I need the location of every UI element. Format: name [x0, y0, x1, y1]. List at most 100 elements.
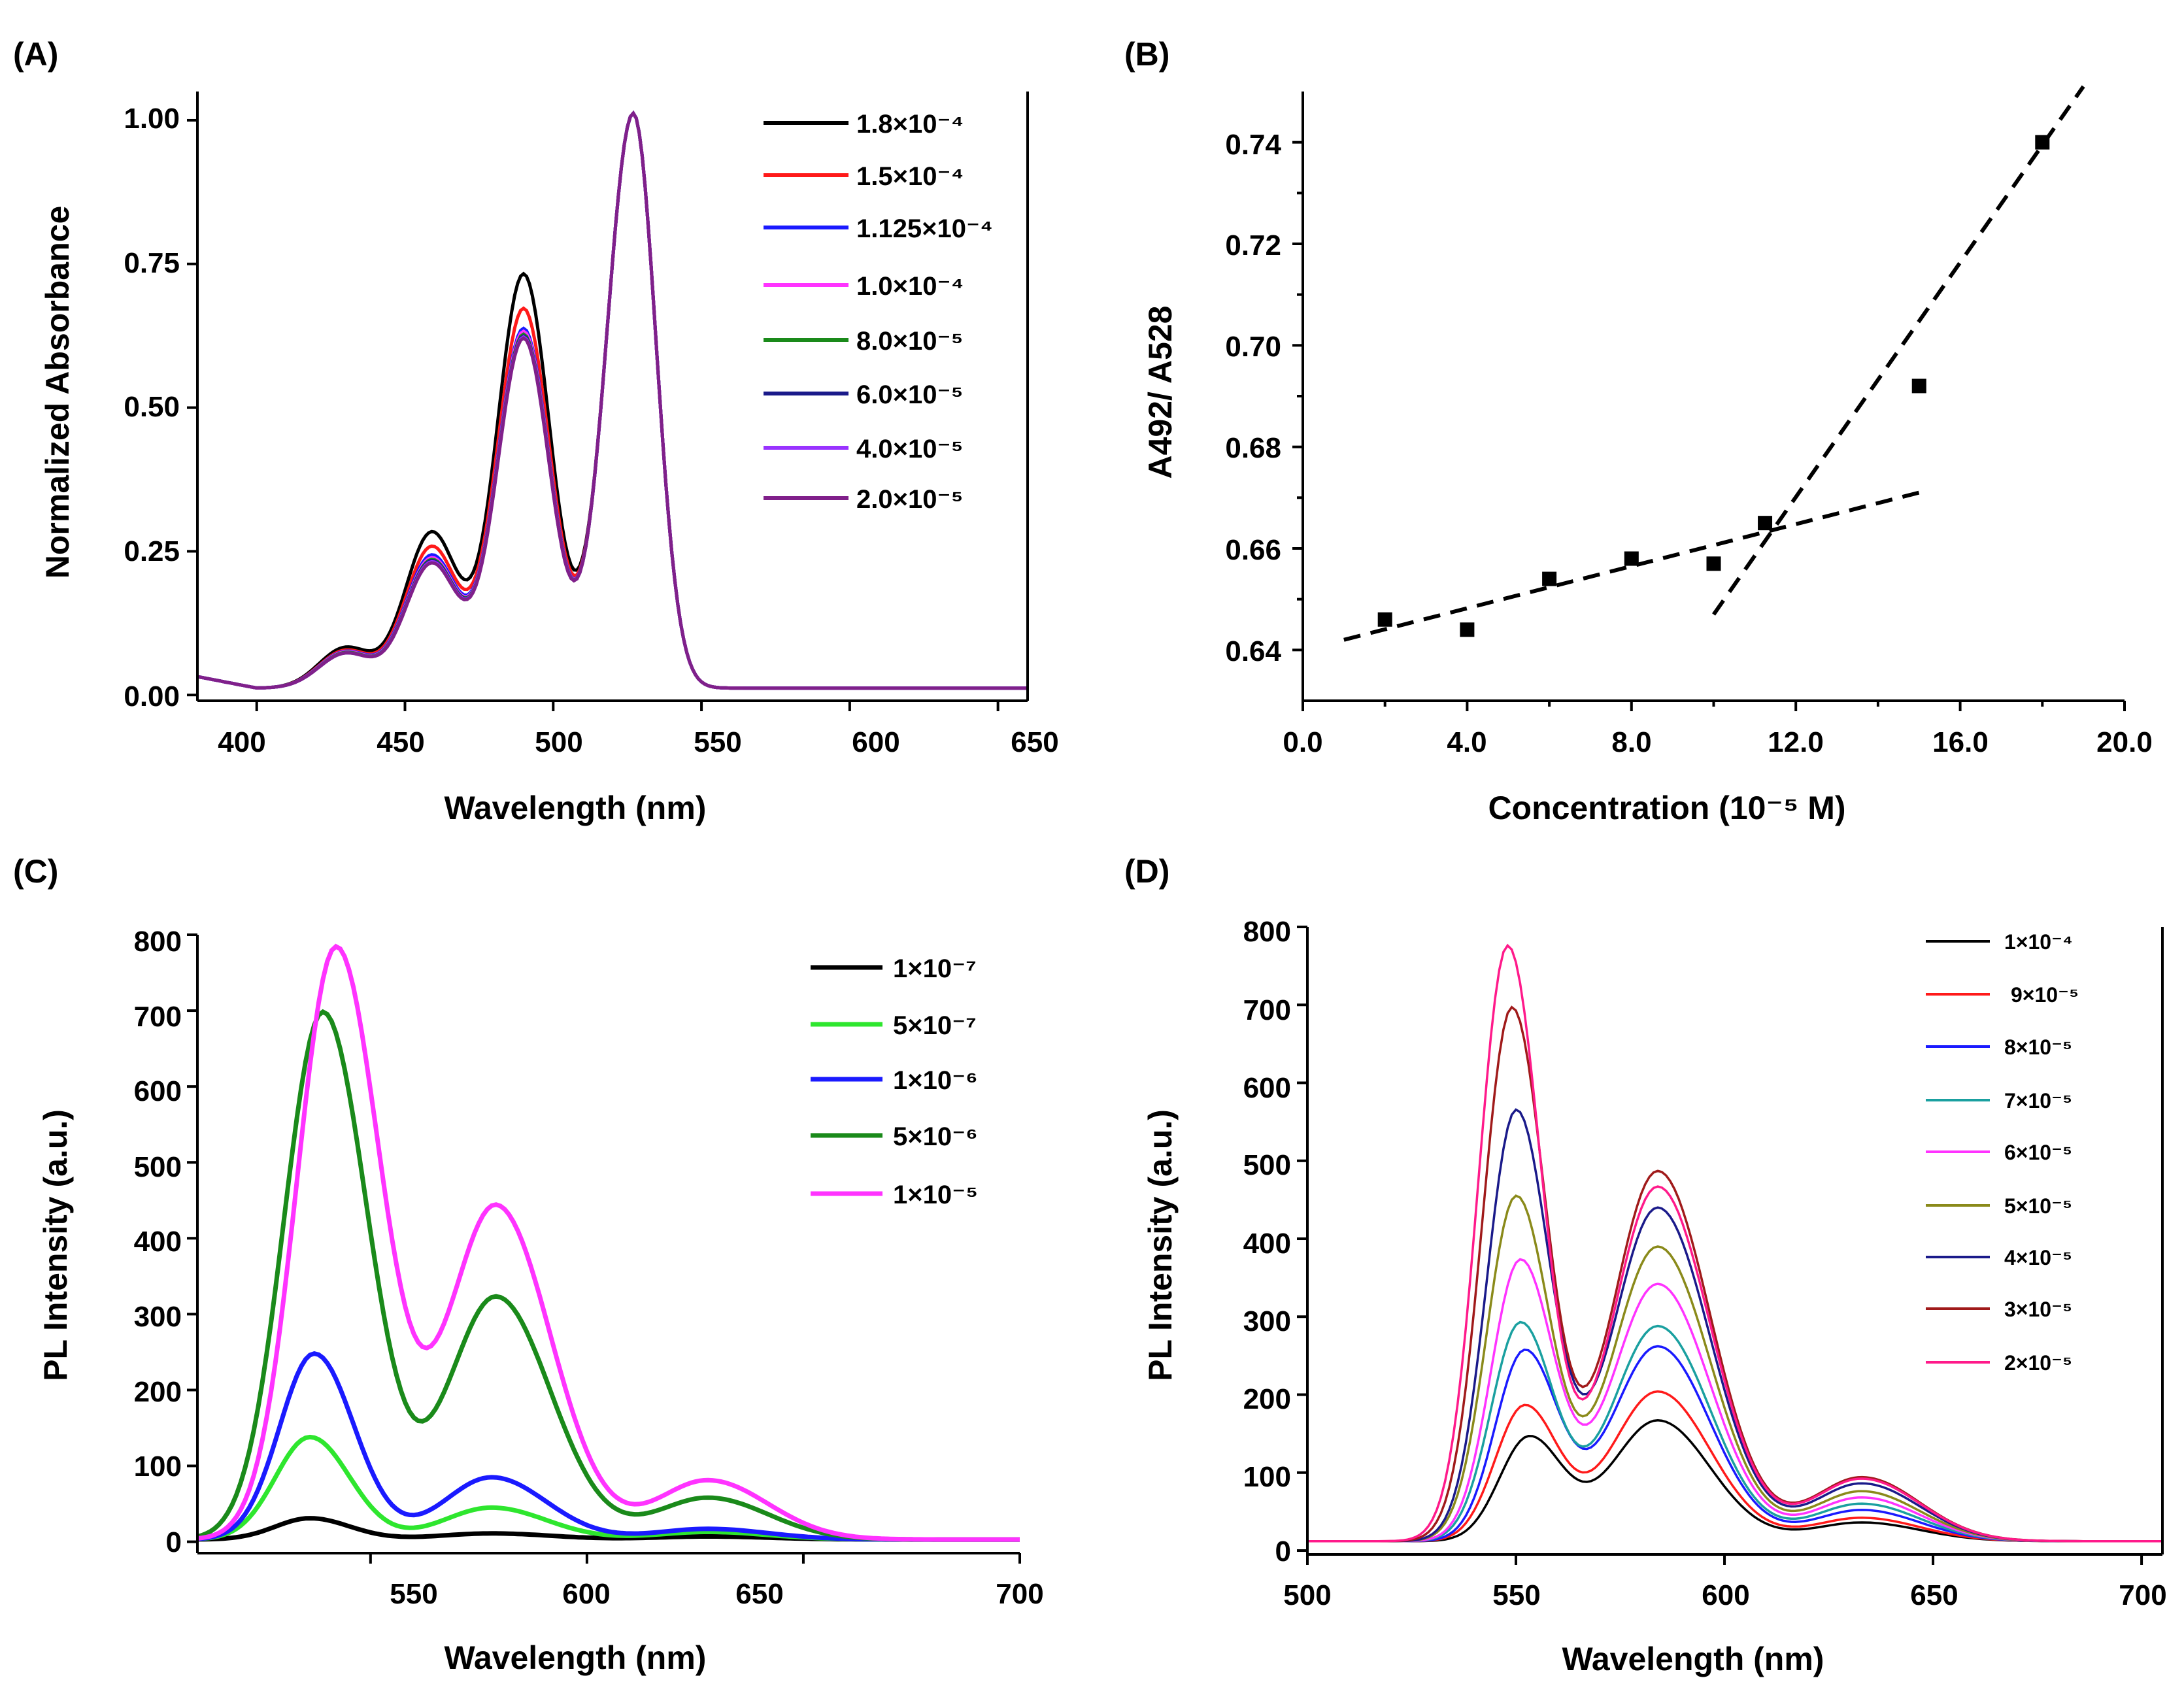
legend-label: 7×10⁻⁵ [2004, 1089, 2072, 1113]
panel-d-x-tick: 600 [1702, 1579, 1749, 1611]
panel-d-x-label: Wavelength (nm) [1562, 1641, 1824, 1677]
panel-d-x-tick: 550 [1492, 1579, 1540, 1611]
panel-b-y-tick: 0.68 [1225, 432, 1281, 464]
panel-b-y-label: A492/ A528 [1142, 306, 1179, 479]
legend-label: 4×10⁻⁵ [2004, 1246, 2072, 1269]
panel-a-y-tick: 0.75 [124, 247, 180, 279]
legend-label: 1×10⁻⁶ [893, 1066, 978, 1095]
panel-b-x-tick: 20.0 [2096, 726, 2153, 758]
panel-d-x-tick: 500 [1283, 1579, 1331, 1611]
fit-line-0 [1343, 490, 1920, 642]
legend-label: 5×10⁻⁶ [893, 1122, 978, 1151]
panel-a-x-tick: 600 [852, 726, 899, 758]
legend-label: 1×10⁻⁵ [893, 1181, 978, 1209]
panel-b-y-tick: 0.66 [1225, 534, 1281, 566]
data-point-6 [1911, 378, 1926, 394]
panel-c-x-tick: 650 [735, 1578, 783, 1610]
panel-c-y-label: PL Intensity (a.u.) [37, 1109, 74, 1381]
panel-c-y-tick: 100 [134, 1451, 182, 1483]
panel-d-y-tick: 500 [1243, 1149, 1291, 1181]
series-line-d8 [1307, 943, 2162, 1543]
panel-c-label: (C) [13, 853, 58, 890]
panel-b-x-tick: 0.0 [1283, 726, 1322, 758]
data-point-3 [1624, 551, 1639, 566]
panel-b-y-tick: 0.70 [1225, 331, 1281, 363]
data-point-4 [1706, 556, 1721, 571]
legend-label: 3×10⁻⁵ [2004, 1298, 2072, 1321]
series-line-d6 [1307, 1108, 2162, 1543]
panel-c-y-tick: 0 [166, 1526, 182, 1558]
series-line-a7 [197, 110, 1028, 690]
legend-label: 2×10⁻⁵ [2004, 1351, 2072, 1375]
panel-b-y-tick: 0.72 [1225, 229, 1281, 261]
panel-c: (C) 550 600 650 700 0 100 200 300 400 50… [13, 853, 1044, 1676]
legend-label: 4.0×10⁻⁵ [856, 435, 963, 463]
panel-c-y-tick: 300 [134, 1301, 182, 1333]
legend-label: 9×10⁻⁵ [2011, 983, 2079, 1007]
fit-line-1 [1712, 85, 2085, 616]
panel-b-x-tick: 4.0 [1447, 726, 1487, 758]
panel-a-y-tick: 1.00 [124, 103, 180, 135]
legend-label: 1.125×10⁻⁴ [856, 214, 993, 243]
panel-c-legend: 1×10⁻⁷ 5×10⁻⁷ 1×10⁻⁶ 5×10⁻⁶ 1×10⁻⁵ [811, 954, 978, 1209]
panel-b-y-tick: 0.74 [1225, 129, 1281, 161]
panel-a-x-tick: 550 [694, 726, 741, 758]
legend-label: 8.0×10⁻⁵ [856, 327, 963, 356]
panel-b-x-label: Concentration (10⁻⁵ M) [1488, 790, 1845, 826]
legend-label: 5×10⁻⁵ [2004, 1194, 2072, 1218]
panel-d-y-tick: 300 [1243, 1305, 1291, 1337]
data-point-7 [2035, 135, 2050, 150]
panel-a-y-tick: 0.25 [124, 535, 180, 567]
legend-label: 6.0×10⁻⁵ [856, 380, 963, 409]
panel-d-y-tick: 200 [1243, 1383, 1291, 1415]
panel-d-y-tick: 400 [1243, 1228, 1291, 1260]
series-line-c4 [197, 943, 1020, 1542]
panel-a-legend: 1.8×10⁻⁴ 1.5×10⁻⁴ 1.125×10⁻⁴ 1.0×10⁻⁴ 8.… [764, 110, 993, 514]
panel-c-y-tick: 200 [134, 1376, 182, 1408]
panel-d-x-tick: 650 [1910, 1579, 1958, 1611]
panel-c-x-label: Wavelength (nm) [445, 1639, 707, 1676]
panel-c-y-tick: 400 [134, 1226, 182, 1258]
series-line-c2 [197, 1351, 1020, 1542]
legend-label: 2.0×10⁻⁵ [856, 485, 963, 514]
legend-label: 1×10⁻⁷ [893, 954, 977, 983]
legend-label: 5×10⁻⁷ [893, 1011, 977, 1040]
panel-a-label: (A) [13, 36, 58, 73]
legend-label: 1×10⁻⁴ [2004, 930, 2073, 954]
panel-a-y-tick: 0.00 [124, 680, 180, 713]
legend-label: 1.8×10⁻⁴ [856, 110, 964, 139]
panel-d-legend: 1×10⁻⁴ 9×10⁻⁵ 8×10⁻⁵ 7×10⁻⁵ 6×10⁻⁵ 5×10⁻… [1926, 930, 2079, 1375]
data-point-0 [1377, 612, 1392, 627]
data-point-5 [1758, 516, 1773, 531]
panel-c-x-tick: 700 [996, 1578, 1043, 1610]
series-line-d7 [1307, 1005, 2162, 1543]
legend-label: 1.0×10⁻⁴ [856, 272, 964, 301]
panel-d: (D) 500 550 600 650 700 0 100 200 300 40… [1124, 853, 2167, 1677]
panel-d-y-tick: 0 [1275, 1536, 1291, 1568]
panel-a-x-tick: 650 [1011, 726, 1058, 758]
panel-a-y-label: Normalized Absorbance [39, 206, 76, 579]
data-point-2 [1542, 571, 1557, 586]
panel-b-y-tick: 0.64 [1225, 635, 1281, 667]
panel-b-label: (B) [1124, 36, 1169, 73]
panel-d-y-tick: 100 [1243, 1461, 1291, 1493]
panel-b-x-tick: 16.0 [1932, 726, 1989, 758]
data-point-1 [1460, 622, 1475, 637]
panel-b-x-tick: 12.0 [1768, 726, 1824, 758]
panel-a-x-label: Wavelength (nm) [445, 790, 707, 826]
panel-b-x-tick: 8.0 [1611, 726, 1651, 758]
panel-d-y-label: PL Intensity (a.u.) [1142, 1109, 1179, 1381]
legend-label: 1.5×10⁻⁴ [856, 162, 964, 191]
panel-d-y-tick: 600 [1243, 1072, 1291, 1104]
panel-c-y-tick: 700 [134, 1001, 182, 1033]
panel-d-x-tick: 700 [2119, 1579, 2166, 1611]
panel-b: (B) 0.0 4.0 8.0 12.0 16.0 20.0 0.64 0.66… [1124, 36, 2153, 826]
panel-d-y-tick: 800 [1243, 916, 1291, 948]
panel-a-y-tick: 0.50 [124, 391, 180, 423]
panel-d-label: (D) [1124, 853, 1169, 890]
panel-a: (A) 400 450 500 550 600 650 0.00 0.25 0.… [13, 36, 1059, 826]
panel-a-x-tick: 400 [218, 726, 265, 758]
panel-c-x-tick: 550 [390, 1578, 437, 1610]
panel-c-y-tick: 500 [134, 1151, 182, 1183]
